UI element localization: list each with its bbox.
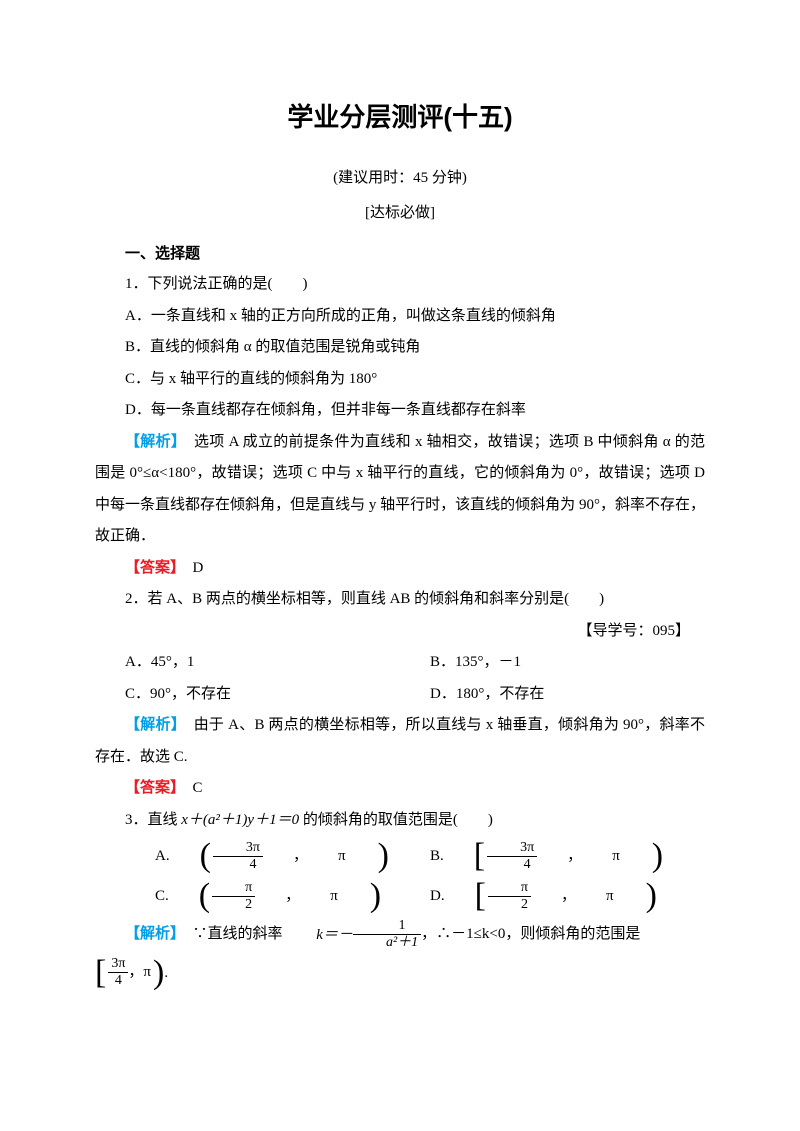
q2-answer: 【答案】 C [95, 773, 705, 805]
q2-option-c: C．90°，不存在 [95, 679, 400, 711]
q3-option-d: D. [ π2，π ) [400, 879, 705, 913]
opt-c-label: C. [125, 884, 169, 908]
q1-answer-text: D [178, 560, 204, 576]
q3-analysis-pre: ∵直线的斜率 [178, 926, 287, 942]
q1-analysis: 【解析】 选项 A 成立的前提条件为直线和 x 轴相交，故错误；选项 B 中倾斜… [95, 427, 705, 553]
section-heading-1: 一、选择题 [95, 238, 705, 270]
q3-analysis-mid: ，∴－1≤k<0，则倾斜角的范围是 [421, 926, 640, 942]
q1-analysis-text: 选项 A 成立的前提条件为直线和 x 轴相交，故错误；选项 B 中倾斜角 α 的… [95, 434, 705, 545]
interval-closed-open: [ 3π4，π ) [444, 839, 663, 873]
q2-analysis: 【解析】 由于 A、B 两点的横坐标相等，所以直线与 x 轴垂直，倾斜角为 90… [95, 710, 705, 773]
interval-open-open: ( 3π4，π ) [170, 839, 389, 873]
q3-stem-post: 的倾斜角的取值范围是( ) [299, 812, 493, 828]
page-title: 学业分层测评(十五) [95, 90, 705, 145]
q3-stem-math: x＋(a²＋1)y＋1＝0 [181, 812, 299, 828]
analysis-label: 【解析】 [125, 717, 178, 733]
time-suggestion: (建议用时：45 分钟) [95, 163, 705, 195]
opt-a-label: A. [125, 844, 170, 868]
interval-closed-open: [ π2，π ) [445, 879, 657, 913]
q2-analysis-text: 由于 A、B 两点的横坐标相等，所以直线与 x 轴垂直，倾斜角为 90°，斜率不… [95, 717, 705, 765]
q3-k-expr: k＝－1a²＋1 [286, 917, 421, 953]
q3-option-a: A. ( 3π4，π ) [95, 839, 400, 873]
q1-stem: 1．下列说法正确的是( ) [95, 269, 705, 301]
q3-analysis-conclusion: [ 3π4，π ) . [95, 956, 705, 990]
q1-option-a: A．一条直线和 x 轴的正方向所成的正角，叫做这条直线的倾斜角 [95, 301, 705, 333]
opt-d-label: D. [400, 884, 445, 908]
q3-options-row2: C. ( π2，π ) D. [ π2，π ) [95, 876, 705, 916]
opt-b-label: B. [400, 844, 444, 868]
q3-option-b: B. [ 3π4，π ) [400, 839, 705, 873]
q3-stem: 3．直线 x＋(a²＋1)y＋1＝0 的倾斜角的取值范围是( ) [95, 805, 705, 837]
analysis-label: 【解析】 [125, 926, 178, 942]
q2-answer-text: C [178, 780, 203, 796]
period: . [164, 961, 168, 985]
q2-options-row2: C．90°，不存在 D．180°，不存在 [95, 679, 705, 711]
q1-option-b: B．直线的倾斜角 α 的取值范围是锐角或钝角 [95, 332, 705, 364]
q3-stem-pre: 3．直线 [125, 812, 181, 828]
answer-label: 【答案】 [125, 780, 178, 796]
q2-option-d: D．180°，不存在 [400, 679, 705, 711]
analysis-label: 【解析】 [125, 434, 179, 450]
answer-label: 【答案】 [125, 560, 178, 576]
q2-stem: 2．若 A、B 两点的横坐标相等，则直线 AB 的倾斜角和斜率分别是( ) [95, 584, 705, 616]
q2-options-row1: A．45°，1 B．135°，－1 [95, 647, 705, 679]
q1-option-d: D．每一条直线都存在倾斜角，但并非每一条直线都存在斜率 [95, 395, 705, 427]
interval-open-open: ( π2，π ) [169, 879, 381, 913]
q2-option-b: B．135°，－1 [400, 647, 705, 679]
q1-option-c: C．与 x 轴平行的直线的倾斜角为 180° [95, 364, 705, 396]
q2-reference: 【导学号：095】 [95, 616, 705, 648]
interval-closed-open: [ 3π4，π ) [95, 956, 164, 990]
q2-option-a: A．45°，1 [95, 647, 400, 679]
q3-option-c: C. ( π2，π ) [95, 879, 400, 913]
q1-answer: 【答案】 D [95, 553, 705, 585]
q3-options-row1: A. ( 3π4，π ) B. [ 3π4，π ) [95, 836, 705, 876]
section-label: [达标必做] [95, 198, 705, 230]
q3-analysis: 【解析】 ∵直线的斜率 k＝－1a²＋1，∴－1≤k<0，则倾斜角的范围是 [95, 916, 705, 953]
